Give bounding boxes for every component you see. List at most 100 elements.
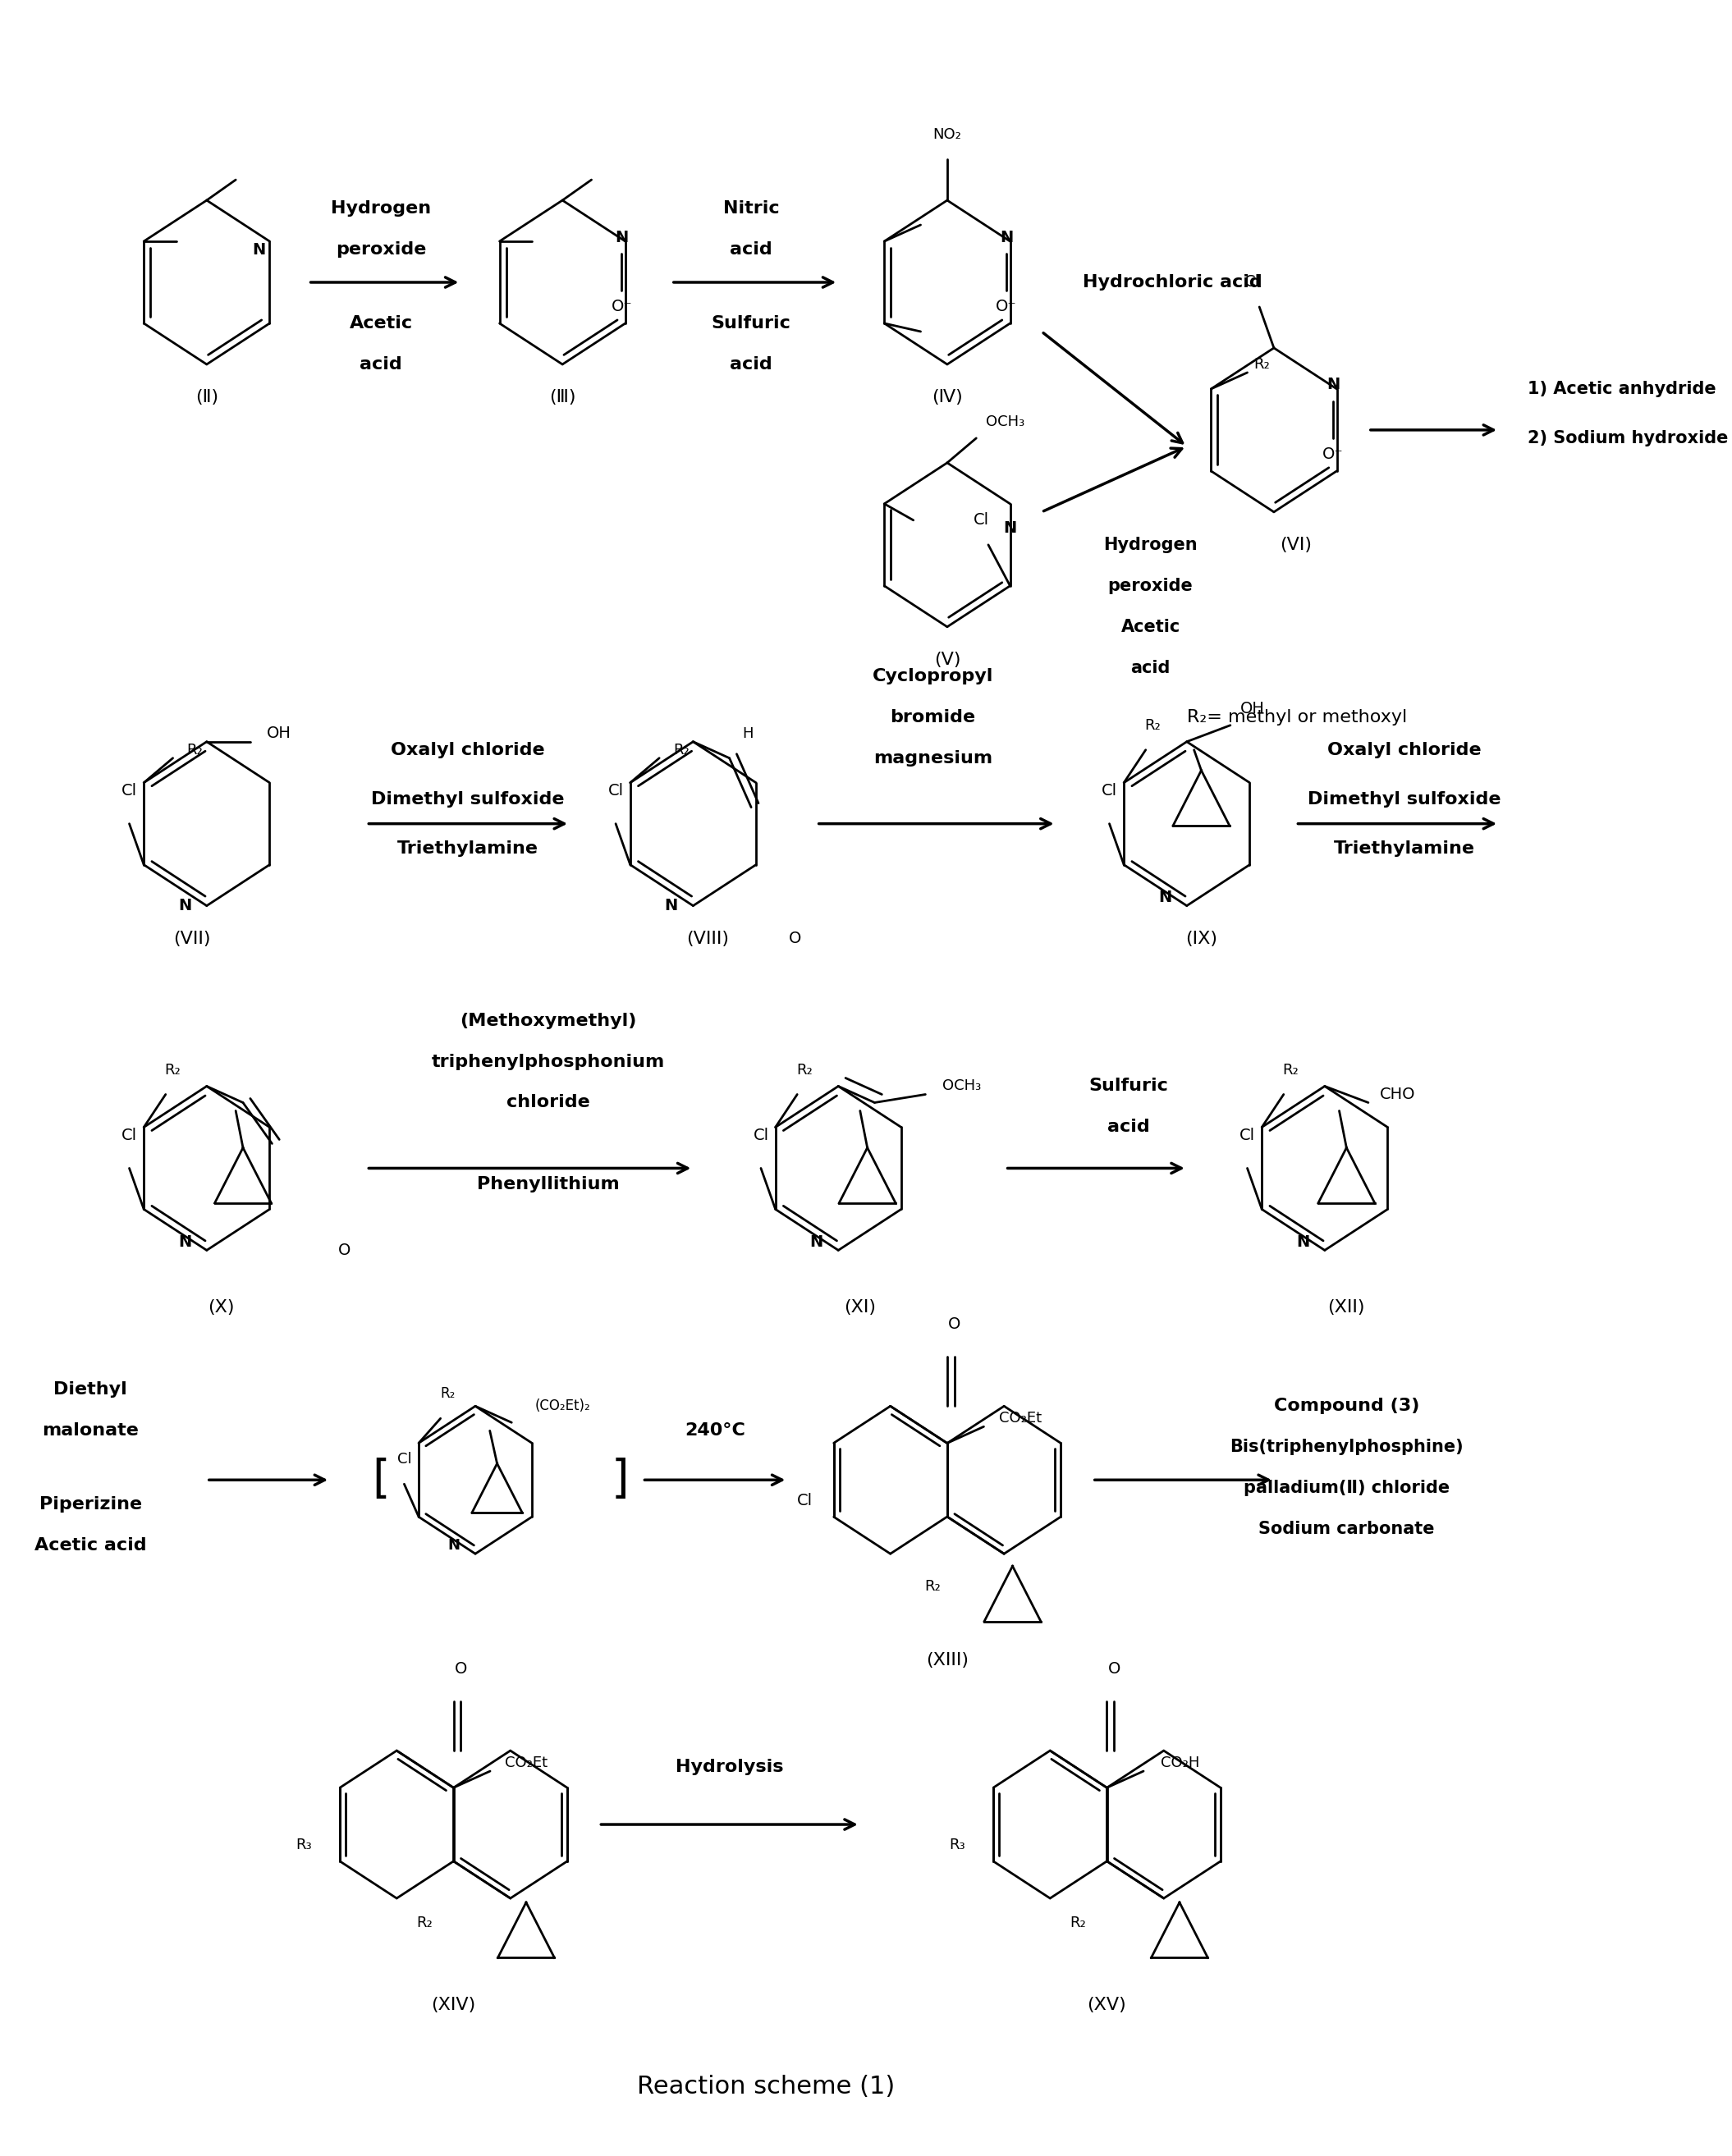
Text: (IX): (IX) (1185, 931, 1218, 946)
Text: R₂: R₂ (187, 742, 203, 757)
Text: R₂: R₂ (797, 1063, 812, 1078)
Text: OCH₃: OCH₃ (942, 1078, 980, 1093)
Text: O⁻: O⁻ (1323, 446, 1344, 461)
Text: N: N (1296, 1233, 1309, 1250)
Text: Piperizine: Piperizine (40, 1496, 142, 1514)
Text: Cl: Cl (973, 513, 989, 528)
Text: triphenylphosphonium: triphenylphosphonium (431, 1054, 665, 1069)
Text: NO₂: NO₂ (934, 127, 961, 142)
Text: Hydrogen: Hydrogen (1103, 537, 1197, 554)
Text: (CO₂Et)₂: (CO₂Et)₂ (535, 1399, 591, 1414)
Text: R₂: R₂ (165, 1063, 180, 1078)
Text: Cl: Cl (753, 1128, 769, 1143)
Text: R₃: R₃ (949, 1837, 965, 1852)
Text: peroxide: peroxide (1108, 578, 1193, 595)
Text: Oxalyl chloride: Oxalyl chloride (391, 742, 546, 759)
Text: N: N (1327, 377, 1341, 392)
Text: acid: acid (1107, 1119, 1150, 1136)
Text: (Methoxymethyl): (Methoxymethyl) (459, 1013, 636, 1028)
Text: (XI): (XI) (843, 1300, 876, 1315)
Text: Phenyllithium: Phenyllithium (476, 1177, 620, 1192)
Text: (VIII): (VIII) (686, 931, 729, 946)
Text: O: O (454, 1660, 468, 1677)
Text: (XIII): (XIII) (927, 1651, 968, 1669)
Text: N: N (615, 229, 629, 246)
Text: O⁻: O⁻ (996, 300, 1017, 315)
Text: R₂: R₂ (1070, 1915, 1086, 1930)
Text: bromide: bromide (890, 709, 975, 724)
Text: (Ⅲ): (Ⅲ) (549, 388, 575, 405)
Text: O: O (1108, 1660, 1121, 1677)
Text: R₂: R₂ (925, 1578, 940, 1593)
Text: R₂: R₂ (674, 742, 689, 757)
Text: Cl: Cl (1240, 1128, 1256, 1143)
Text: Cl: Cl (608, 783, 624, 798)
Text: Acetic acid: Acetic acid (35, 1537, 147, 1554)
Text: acid: acid (1131, 660, 1171, 677)
Text: CO₂Et: CO₂Et (999, 1410, 1041, 1425)
Text: OH: OH (1240, 701, 1264, 716)
Text: H: H (741, 727, 753, 742)
Text: N: N (999, 229, 1013, 246)
Text: O: O (338, 1242, 352, 1259)
Text: Compound (3): Compound (3) (1273, 1397, 1419, 1414)
Text: N: N (1159, 890, 1171, 906)
Text: OCH₃: OCH₃ (986, 414, 1025, 429)
Text: Diethyl: Diethyl (54, 1382, 128, 1397)
Text: Bis(triphenylphosphine): Bis(triphenylphosphine) (1230, 1438, 1464, 1455)
Text: acid: acid (360, 356, 402, 373)
Text: [: [ (372, 1457, 390, 1503)
Text: R₂: R₂ (1254, 358, 1270, 371)
Text: Dimethyl sulfoxide: Dimethyl sulfoxide (371, 791, 565, 806)
Text: Sulfuric: Sulfuric (1089, 1078, 1169, 1095)
Text: Sulfuric: Sulfuric (712, 315, 792, 332)
Text: peroxide: peroxide (336, 241, 426, 259)
Text: (XIV): (XIV) (431, 1996, 476, 2014)
Text: Dimethyl sulfoxide: Dimethyl sulfoxide (1308, 791, 1502, 806)
Text: R₃: R₃ (296, 1837, 312, 1852)
Text: 1) Acetic anhydride: 1) Acetic anhydride (1528, 382, 1716, 397)
Text: (VII): (VII) (173, 931, 211, 946)
Text: (XII): (XII) (1328, 1300, 1365, 1315)
Text: R₂: R₂ (1145, 718, 1160, 733)
Text: malonate: malonate (42, 1423, 139, 1438)
Text: R₂= methyl or methoxyl: R₂= methyl or methoxyl (1186, 709, 1406, 724)
Text: acid: acid (729, 241, 772, 259)
Text: Sodium carbonate: Sodium carbonate (1259, 1520, 1434, 1537)
Text: CO₂H: CO₂H (1160, 1755, 1199, 1770)
Text: 2) Sodium hydroxide: 2) Sodium hydroxide (1528, 429, 1729, 446)
Text: Hydrochloric acid: Hydrochloric acid (1082, 274, 1263, 291)
Text: Cyclopropyl: Cyclopropyl (873, 668, 992, 683)
Text: ]: ] (611, 1457, 629, 1503)
Text: Acetic: Acetic (350, 315, 412, 332)
Text: Acetic: Acetic (1121, 619, 1179, 636)
Text: (Ⅱ): (Ⅱ) (196, 388, 218, 405)
Text: N: N (178, 1233, 192, 1250)
Text: Cl: Cl (797, 1492, 812, 1509)
Text: N: N (178, 897, 192, 914)
Text: N: N (447, 1537, 459, 1552)
Text: palladium(Ⅱ) chloride: palladium(Ⅱ) chloride (1244, 1479, 1450, 1496)
Text: (X): (X) (208, 1300, 234, 1315)
Text: Reaction scheme (1): Reaction scheme (1) (637, 2074, 895, 2098)
Text: Cl: Cl (121, 783, 137, 798)
Text: (VI): (VI) (1280, 537, 1311, 554)
Text: magnesium: magnesium (873, 750, 992, 765)
Text: O⁻: O⁻ (611, 300, 632, 315)
Text: 240°C: 240°C (684, 1423, 745, 1438)
Text: OH: OH (267, 727, 291, 742)
Text: Triethylamine: Triethylamine (397, 841, 539, 856)
Text: N: N (1003, 520, 1017, 537)
Text: O: O (788, 931, 802, 946)
Text: (XV): (XV) (1088, 1996, 1126, 2014)
Text: CO₂Et: CO₂Et (506, 1755, 547, 1770)
Text: (V): (V) (934, 651, 961, 668)
Text: Cl: Cl (1102, 783, 1117, 798)
Text: CHO: CHO (1379, 1087, 1415, 1102)
Text: (Ⅳ): (Ⅳ) (932, 388, 963, 405)
Text: Cl: Cl (121, 1128, 137, 1143)
Text: Hydrolysis: Hydrolysis (675, 1759, 783, 1774)
Text: O: O (947, 1317, 961, 1332)
Text: Triethylamine: Triethylamine (1334, 841, 1476, 856)
Text: Nitric: Nitric (722, 201, 779, 218)
